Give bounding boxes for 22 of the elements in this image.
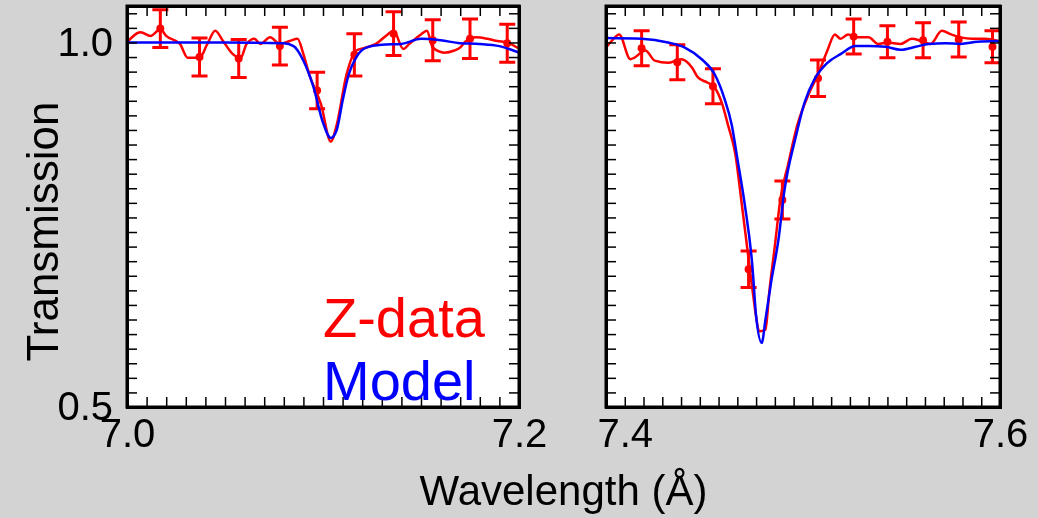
x-tick-label: 7.6 <box>972 411 1029 456</box>
x-axis-title: Wavelength (Å) <box>419 467 708 514</box>
point <box>988 42 997 51</box>
x-tick-label: 7.2 <box>491 411 548 456</box>
point <box>156 24 165 33</box>
text: Model <box>323 349 476 412</box>
point <box>503 39 512 48</box>
point <box>389 29 398 38</box>
point <box>637 44 646 53</box>
point <box>195 53 204 62</box>
point <box>883 37 892 46</box>
x-tick-label: 7.4 <box>597 411 654 456</box>
point <box>466 34 474 43</box>
point <box>919 36 928 45</box>
y-tick-label: 1.0 <box>57 19 113 64</box>
point <box>954 35 963 44</box>
text: Z-data <box>323 286 486 349</box>
point <box>234 54 243 63</box>
y-axis-title: Transmission <box>18 101 67 362</box>
point <box>673 58 682 67</box>
point <box>849 32 858 41</box>
point <box>708 82 717 91</box>
